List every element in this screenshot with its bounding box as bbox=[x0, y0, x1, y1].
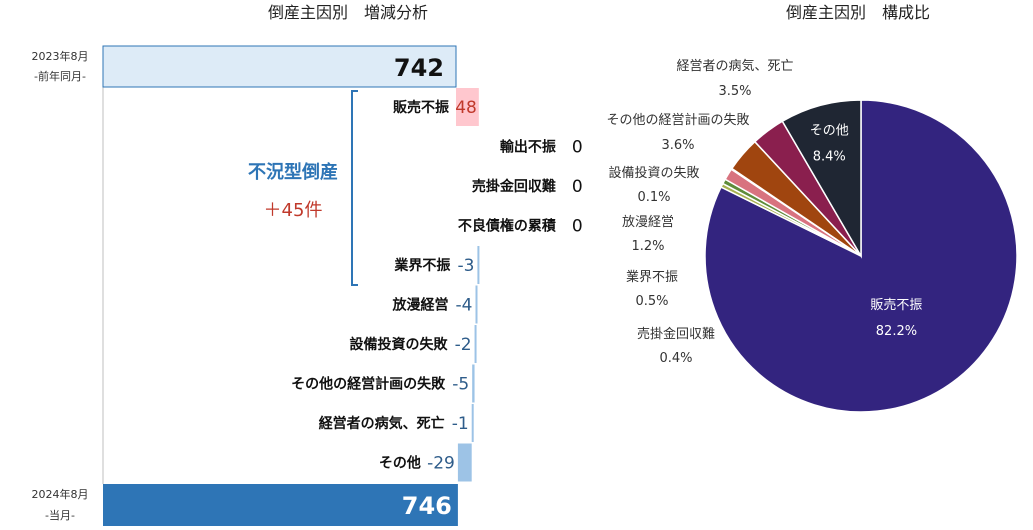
pie-percent-item-3: 1.2% bbox=[631, 239, 664, 254]
pie-label-item-5: その他の経営計画の失敗 bbox=[606, 112, 749, 128]
step-category-item-4: 業界不振 bbox=[393, 257, 450, 274]
pie-slice-item-7 bbox=[781, 99, 862, 259]
pie-label-item-2: 業界不振 bbox=[626, 269, 678, 285]
pie-label-item-3: 放漫経営 bbox=[622, 215, 674, 230]
step-category-item-2: 売掛金回収難 bbox=[472, 178, 556, 195]
pie-percent-item-0: 82.2% bbox=[876, 324, 917, 339]
step-bar-item-8 bbox=[471, 404, 474, 442]
waterfall-steps: 販売不振 48 輸出不振 0 売掛金回収難 0 不良債権の累積 0 業界不振 -3 放漫経営 -4 設備… bbox=[291, 88, 583, 482]
step-category-item-5: 放漫経営 bbox=[392, 297, 449, 314]
step-value-item-7: -5 bbox=[452, 375, 469, 395]
group-count: ＋45件 bbox=[264, 200, 323, 221]
start-total-value: 742 bbox=[394, 54, 444, 82]
group-bracket bbox=[351, 90, 358, 286]
pie-percent-item-7: 8.4% bbox=[813, 150, 846, 165]
pie-slice-item-0 bbox=[704, 99, 1018, 413]
step-value-item-4: -3 bbox=[457, 256, 474, 276]
waterfall-title: 倒産主因別 増減分析 bbox=[268, 3, 428, 22]
step-category-item-6: 設備投資の失敗 bbox=[350, 336, 449, 353]
start-period-note: -前年同月- bbox=[34, 69, 86, 83]
step-category-item-7: その他の経営計画の失敗 bbox=[291, 376, 446, 393]
step-value-item-1: 0 bbox=[572, 138, 583, 158]
step-category-item-0: 販売不振 bbox=[393, 99, 449, 116]
start-period-label: 2023年8月 bbox=[32, 49, 89, 63]
step-bar-item-5 bbox=[475, 285, 478, 324]
pie-chart: 販売不振 82.2% 売掛金回収難 0.4% 業界不振 0.5% 放漫経営 1.2% 設備投資の… bbox=[606, 58, 1018, 413]
pie-label-item-1: 売掛金回収難 bbox=[637, 326, 715, 342]
pie-percent-item-5: 3.6% bbox=[661, 138, 694, 153]
end-period-label: 2024年8月 bbox=[32, 487, 89, 501]
step-category-item-3: 不良債権の累積 bbox=[458, 218, 557, 235]
pie-label-item-0: 販売不振 bbox=[870, 297, 922, 313]
step-value-item-8: -1 bbox=[452, 414, 469, 434]
pie-labels: 販売不振 82.2% 売掛金回収難 0.4% 業界不振 0.5% 放漫経営 1.2% 設備投資の… bbox=[606, 58, 922, 366]
step-value-item-3: 0 bbox=[572, 217, 583, 237]
pie-percent-item-1: 0.4% bbox=[659, 351, 692, 366]
pie-label-item-6: 経営者の病気、死亡 bbox=[676, 58, 793, 74]
step-category-item-9: その他 bbox=[379, 455, 421, 472]
pie-label-item-7: その他 bbox=[810, 124, 849, 139]
step-value-item-6: -2 bbox=[455, 335, 472, 355]
step-bar-item-9 bbox=[457, 443, 472, 482]
pie-slices bbox=[704, 99, 1018, 413]
pie-title: 倒産主因別 構成比 bbox=[786, 3, 930, 22]
step-value-item-9: -29 bbox=[427, 454, 455, 474]
step-category-item-1: 輸出不振 bbox=[500, 139, 556, 156]
step-bar-item-4 bbox=[477, 246, 480, 284]
waterfall-chart: 2023年8月 -前年同月- 2024年8月 -当月- 742 746 販売不振… bbox=[32, 45, 583, 526]
group-name: 不況型倒産 bbox=[248, 161, 338, 183]
end-period-note: -当月- bbox=[45, 508, 75, 522]
step-bar-item-6 bbox=[474, 325, 477, 363]
start-total-bar bbox=[102, 45, 457, 88]
step-value-item-5: -4 bbox=[456, 296, 473, 316]
step-bar-item-7 bbox=[472, 364, 475, 403]
step-value-item-0: 48 bbox=[455, 98, 477, 118]
step-value-item-2: 0 bbox=[572, 177, 583, 197]
step-category-item-8: 経営者の病気、死亡 bbox=[319, 415, 445, 432]
pie-label-item-4: 設備投資の失敗 bbox=[608, 165, 699, 181]
end-total-value: 746 bbox=[402, 492, 452, 520]
pie-percent-item-6: 3.5% bbox=[718, 84, 751, 99]
pie-percent-item-4: 0.1% bbox=[637, 190, 670, 205]
end-total-bar bbox=[103, 484, 458, 526]
step-bar-item-0 bbox=[456, 88, 479, 126]
pie-percent-item-2: 0.5% bbox=[635, 294, 668, 309]
